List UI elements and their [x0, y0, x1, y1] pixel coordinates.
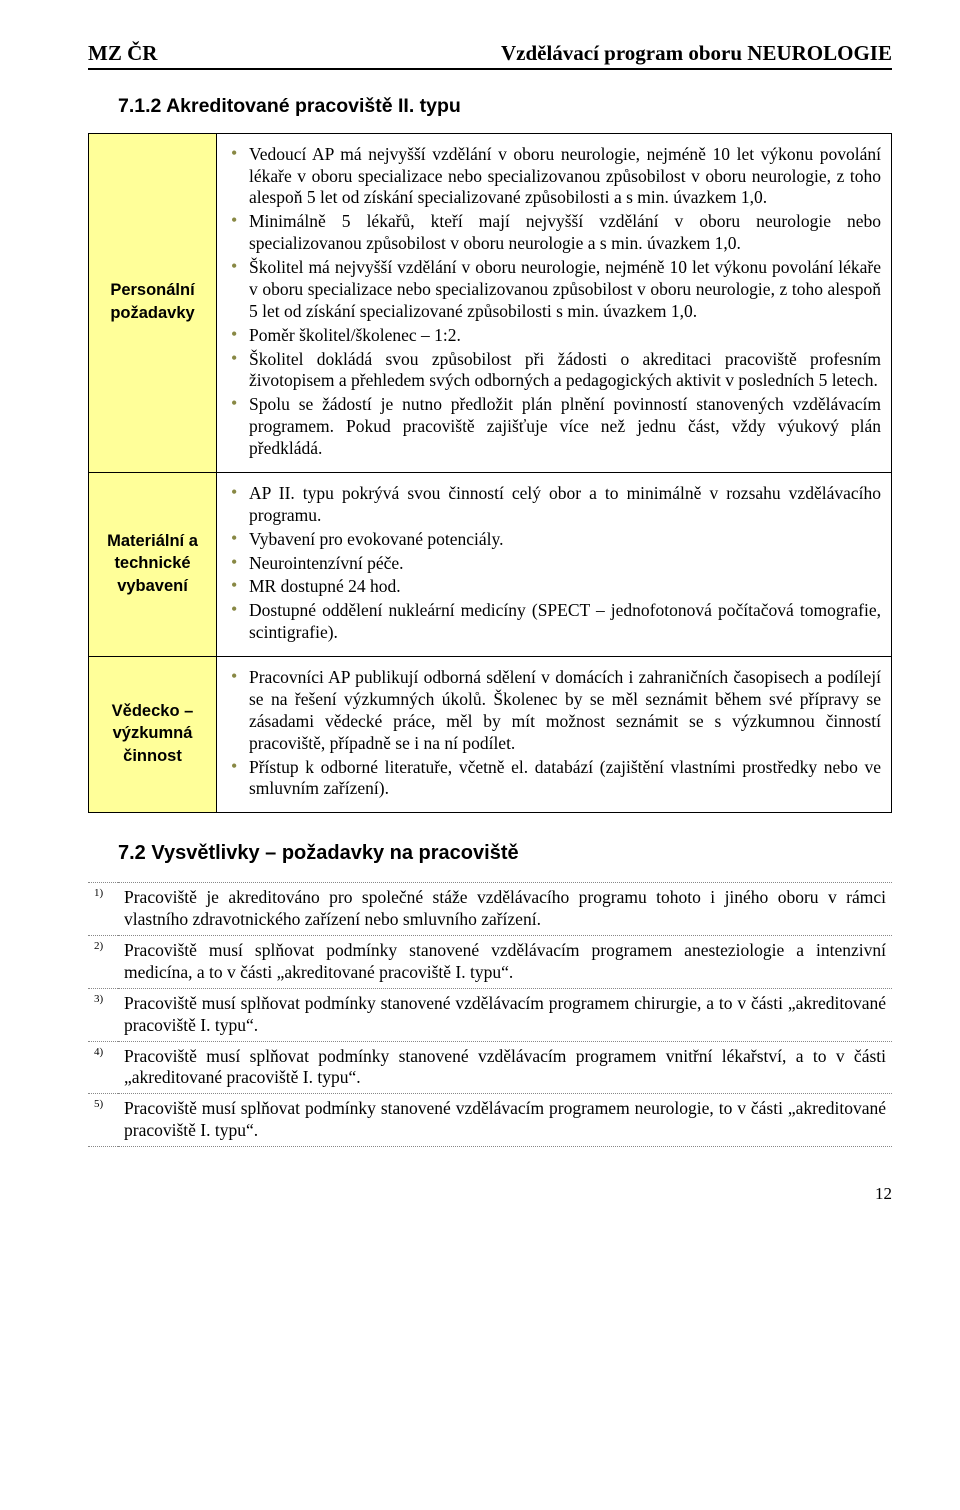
list-item: Školitel má nejvyšší vzdělání v oboru ne… — [231, 257, 881, 323]
table-row: Materiální a technické vybavení AP II. t… — [89, 472, 892, 656]
list-item: Školitel dokládá svou způsobilost při žá… — [231, 349, 881, 393]
row-content: Pracovníci AP publikují odborná sdělení … — [217, 657, 892, 813]
section-7-1-2-title: 7.1.2 Akreditované pracoviště II. typu — [118, 94, 892, 118]
list-item: Dostupné oddělení nukleární medicíny (SP… — [231, 600, 881, 644]
bullet-list: Pracovníci AP publikují odborná sdělení … — [227, 667, 881, 800]
page-number: 12 — [88, 1183, 892, 1204]
header-right: Vzdělávací program oboru NEUROLOGIE — [501, 40, 892, 66]
note-text: Pracoviště musí splňovat podmínky stanov… — [118, 1094, 892, 1147]
note-number: 1) — [88, 883, 118, 936]
row-content: Vedoucí AP má nejvyšší vzdělání v oboru … — [217, 133, 892, 472]
list-item: MR dostupné 24 hod. — [231, 576, 881, 598]
table-row: 3) Pracoviště musí splňovat podmínky sta… — [88, 988, 892, 1041]
row-label-personalni: Personální požadavky — [89, 133, 217, 472]
bullet-list: AP II. typu pokrývá svou činností celý o… — [227, 483, 881, 644]
table-row: 4) Pracoviště musí splňovat podmínky sta… — [88, 1041, 892, 1094]
header-left: MZ ČR — [88, 40, 157, 66]
note-number: 3) — [88, 988, 118, 1041]
note-text: Pracoviště musí splňovat podmínky stanov… — [118, 1041, 892, 1094]
list-item: Poměr školitel/školenec – 1:2. — [231, 325, 881, 347]
note-text: Pracoviště je akreditováno pro společné … — [118, 883, 892, 936]
page-header: MZ ČR Vzdělávací program oboru NEUROLOGI… — [88, 40, 892, 70]
note-number: 4) — [88, 1041, 118, 1094]
list-item: Vedoucí AP má nejvyšší vzdělání v oboru … — [231, 144, 881, 210]
table-row: Vědecko – výzkumná činnost Pracovníci AP… — [89, 657, 892, 813]
table-row: 1) Pracoviště je akreditováno pro společ… — [88, 883, 892, 936]
table-row: 2) Pracoviště musí splňovat podmínky sta… — [88, 936, 892, 989]
list-item: Neurointenzívní péče. — [231, 553, 881, 575]
list-item: Vybavení pro evokované potenciály. — [231, 529, 881, 551]
row-content: AP II. typu pokrývá svou činností celý o… — [217, 472, 892, 656]
bullet-list: Vedoucí AP má nejvyšší vzdělání v oboru … — [227, 144, 881, 460]
list-item: Přístup k odborné literatuře, včetně el.… — [231, 757, 881, 801]
note-number: 5) — [88, 1094, 118, 1147]
note-number: 2) — [88, 936, 118, 989]
list-item: Minimálně 5 lékařů, kteří mají nejvyšší … — [231, 211, 881, 255]
notes-table: 1) Pracoviště je akreditováno pro společ… — [88, 882, 892, 1147]
requirements-table: Personální požadavky Vedoucí AP má nejvy… — [88, 133, 892, 814]
note-text: Pracoviště musí splňovat podmínky stanov… — [118, 988, 892, 1041]
list-item: Pracovníci AP publikují odborná sdělení … — [231, 667, 881, 755]
section-7-2-title: 7.2 Vysvětlivky – požadavky na pracovišt… — [118, 841, 892, 866]
table-row: Personální požadavky Vedoucí AP má nejvy… — [89, 133, 892, 472]
list-item: Spolu se žádostí je nutno předložit plán… — [231, 394, 881, 460]
note-text: Pracoviště musí splňovat podmínky stanov… — [118, 936, 892, 989]
row-label-vedecko: Vědecko – výzkumná činnost — [89, 657, 217, 813]
list-item: AP II. typu pokrývá svou činností celý o… — [231, 483, 881, 527]
row-label-materialni: Materiální a technické vybavení — [89, 472, 217, 656]
table-row: 5) Pracoviště musí splňovat podmínky sta… — [88, 1094, 892, 1147]
